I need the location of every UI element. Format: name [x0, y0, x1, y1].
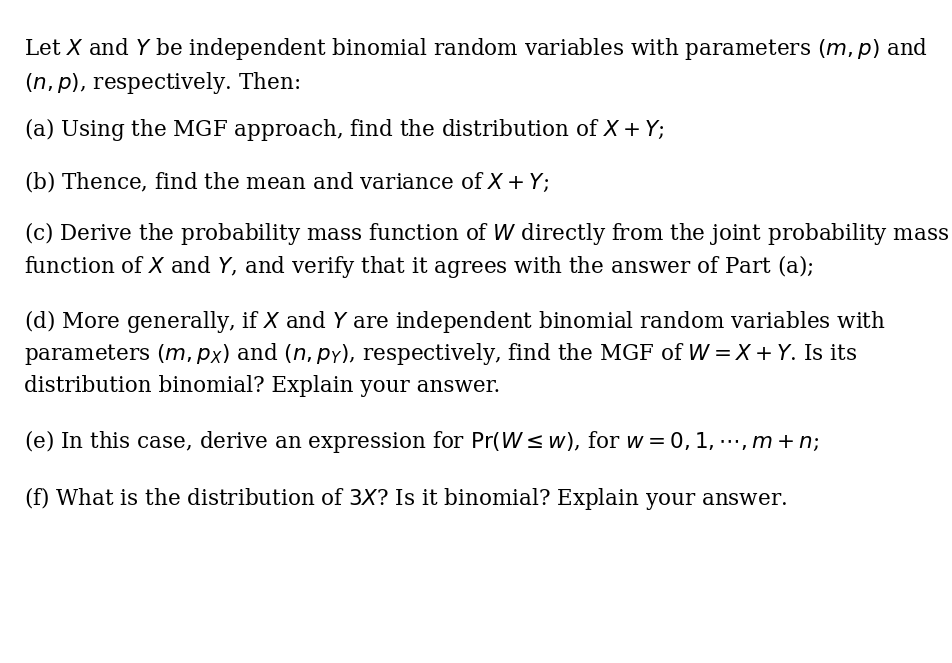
Text: (b) Thence, find the mean and variance of $X + Y$;: (b) Thence, find the mean and variance o… [24, 169, 549, 194]
Text: parameters $(m, p_X)$ and $(n, p_Y)$, respectively, find the MGF of $W = X + Y$.: parameters $(m, p_X)$ and $(n, p_Y)$, re… [24, 341, 857, 367]
Text: (a) Using the MGF approach, find the distribution of $X + Y$;: (a) Using the MGF approach, find the dis… [24, 116, 664, 143]
Text: $(n, p)$, respectively. Then:: $(n, p)$, respectively. Then: [24, 70, 300, 95]
Text: (e) In this case, derive an expression for $\Pr(W \leq w)$, for $w = 0, 1, \cdot: (e) In this case, derive an expression f… [24, 428, 819, 455]
Text: Let $X$ and $Y$ be independent binomial random variables with parameters $(m, p): Let $X$ and $Y$ be independent binomial … [24, 36, 928, 62]
Text: (c) Derive the probability mass function of $W$ directly from the joint probabil: (c) Derive the probability mass function… [24, 220, 949, 247]
Text: (d) More generally, if $X$ and $Y$ are independent binomial random variables wit: (d) More generally, if $X$ and $Y$ are i… [24, 308, 885, 335]
Text: distribution binomial? Explain your answer.: distribution binomial? Explain your answ… [24, 375, 500, 396]
Text: (f) What is the distribution of $3X$? Is it binomial? Explain your answer.: (f) What is the distribution of $3X$? Is… [24, 485, 787, 512]
Text: function of $X$ and $Y$, and verify that it agrees with the answer of Part (a);: function of $X$ and $Y$, and verify that… [24, 253, 813, 280]
